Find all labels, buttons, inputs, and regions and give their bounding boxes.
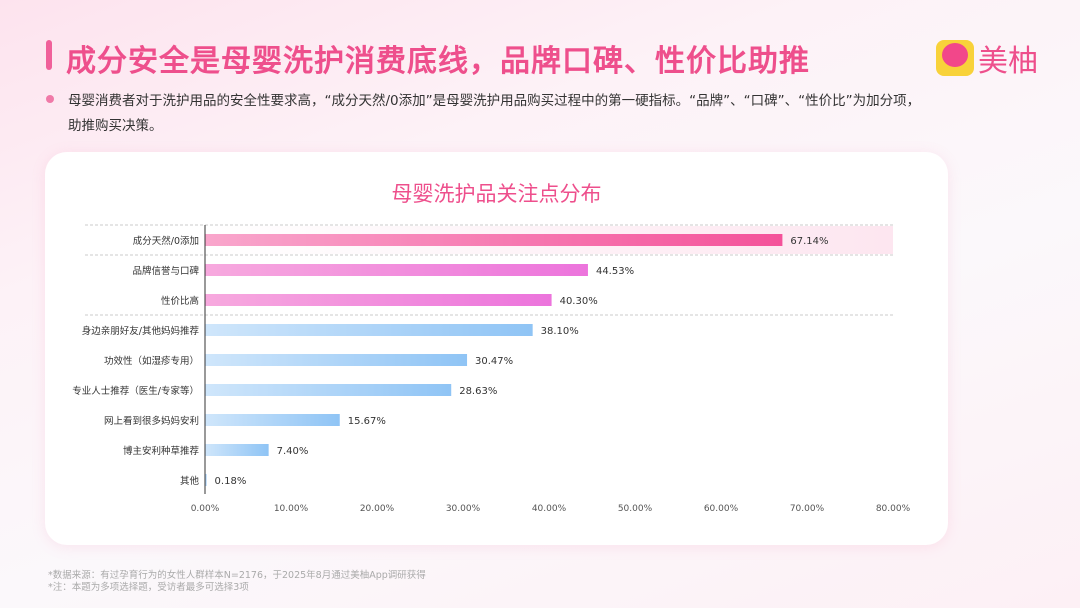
bullet-icon [46,95,54,103]
bar [205,444,269,456]
value-label: 7.40% [277,446,309,457]
x-tick-label: 70.00% [790,504,825,514]
value-label: 28.63% [459,386,497,397]
x-tick-label: 20.00% [360,504,395,514]
logo: 美柚 [936,36,1038,80]
category-label: 品牌信誉与口碑 [132,265,199,277]
bar [205,234,783,246]
value-label: 30.47% [475,356,513,367]
value-label: 40.30% [560,296,598,307]
footnote-source: *数据来源：有过孕育行为的女性人群样本N=2176，于2025年8月通过美柚Ap… [48,570,426,581]
value-label: 38.10% [541,326,579,337]
bar [205,354,468,366]
bar [205,414,340,426]
bar [205,264,588,276]
description: 母婴消费者对于洗护用品的安全性要求高，“成分天然/0添加”是母婴洗护用品购买过程… [68,93,921,134]
bar [205,294,552,306]
x-tick-label: 50.00% [618,504,653,514]
value-label: 15.67% [348,416,386,427]
chart-card: 母婴洗护品关注点分布 成分天然/0添加 67.14% 品牌信誉与口碑 44.53% 性价… [45,152,948,545]
x-tick-label: 80.00% [876,504,911,514]
chart-title: 母婴洗护品关注点分布 [391,182,602,206]
x-tick-label: 10.00% [274,504,309,514]
x-tick-label: 0.00% [191,504,220,514]
value-label: 67.14% [790,236,828,247]
bar [205,474,207,486]
category-label: 成分天然/0添加 [133,235,199,247]
logo-text: 美柚 [978,44,1038,79]
x-tick-label: 40.00% [532,504,567,514]
category-label: 其他 [180,475,200,487]
bar [205,324,533,336]
page-title: 成分安全是母婴洗护消费底线，品牌口碑、性价比助推 [66,44,810,79]
category-label: 性价比高 [161,295,199,307]
bar-chart: 成分天然/0添加 67.14% 品牌信誉与口碑 44.53% 性价比高 40.30% 身边亲… [72,224,911,514]
category-label: 博主安利种草推荐 [123,445,200,457]
value-label: 0.18% [215,476,247,487]
title-accent-bar [46,40,52,70]
value-label: 44.53% [596,266,634,277]
footnote-note: *注：本题为多项选择题，受访者最多可选择3项 [48,582,249,593]
x-tick-label: 30.00% [446,504,481,514]
category-label: 专业人士推荐（医生/专家等） [72,385,199,397]
x-tick-label: 60.00% [704,504,739,514]
meetyou-logo-icon [936,40,974,76]
category-label: 网上看到很多妈妈安利 [104,415,199,427]
category-label: 身边亲朋好友/其他妈妈推荐 [82,325,200,337]
bar [205,384,452,396]
category-label: 功效性（如湿疹专用） [104,355,199,367]
